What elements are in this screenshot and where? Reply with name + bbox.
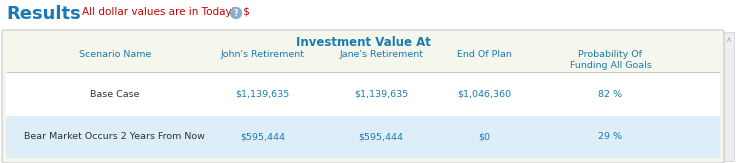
Circle shape [230, 7, 241, 18]
Text: $0: $0 [479, 132, 491, 141]
Text: $595,444: $595,444 [359, 132, 403, 141]
Text: Results: Results [6, 5, 81, 23]
Bar [6, 73, 720, 116]
Text: Investment Value At: Investment Value At [295, 36, 431, 49]
Text: $1,139,635: $1,139,635 [354, 90, 408, 99]
Text: ?: ? [234, 8, 238, 17]
Text: End Of Plan: End Of Plan [457, 50, 512, 59]
Text: Bear Market Occurs 2 Years From Now: Bear Market Occurs 2 Years From Now [24, 132, 205, 141]
Text: $1,046,360: $1,046,360 [457, 90, 512, 99]
Bar [6, 116, 720, 158]
Text: Probability Of
Funding All Goals: Probability Of Funding All Goals [570, 50, 651, 70]
FancyBboxPatch shape [2, 30, 724, 163]
Text: 29 %: 29 % [599, 132, 622, 141]
Text: 82 %: 82 % [599, 90, 622, 99]
Text: Base Case: Base Case [90, 90, 139, 99]
Text: $1,139,635: $1,139,635 [235, 90, 290, 99]
Text: $595,444: $595,444 [240, 132, 285, 141]
Text: Scenario Name: Scenario Name [78, 50, 151, 59]
Text: ∧: ∧ [726, 35, 732, 44]
Text: Jane's Retirement: Jane's Retirement [339, 50, 423, 59]
Bar [724, 32, 734, 161]
Text: All dollar values are in Today's $: All dollar values are in Today's $ [82, 7, 250, 17]
Text: John's Retirement: John's Retirement [221, 50, 305, 59]
